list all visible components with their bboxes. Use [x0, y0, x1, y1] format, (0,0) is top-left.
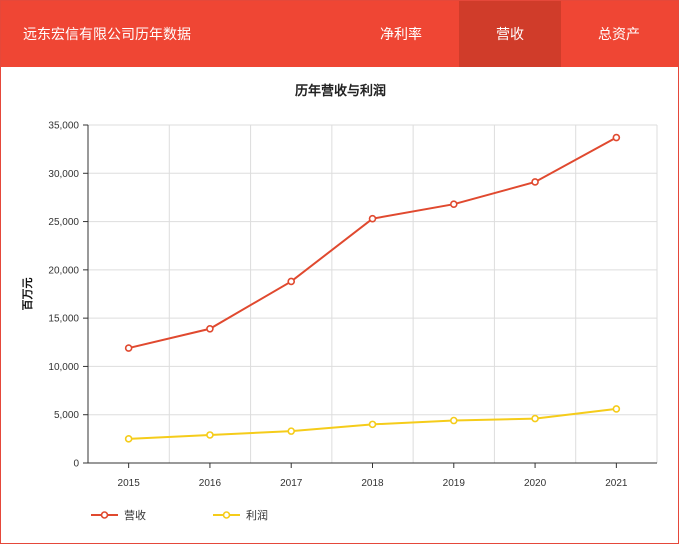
- y-tick-label: 20,000: [48, 265, 79, 276]
- legend: 营收 利润: [91, 508, 268, 522]
- data-point[interactable]: [531, 178, 539, 186]
- y-tick-label: 10,000: [48, 362, 79, 373]
- data-point[interactable]: [287, 427, 296, 435]
- x-tick-label: 2020: [524, 478, 547, 489]
- company-title: 远东宏信有限公司历年数据: [23, 26, 191, 42]
- x-tick-label: 2018: [361, 478, 384, 489]
- x-tick-label: 2016: [199, 478, 222, 489]
- tab-revenue[interactable]: 营收: [459, 1, 561, 67]
- data-point[interactable]: [206, 324, 214, 333]
- x-tick-label: 2021: [605, 478, 628, 489]
- grid-lines: [88, 124, 658, 463]
- data-point[interactable]: [368, 214, 377, 223]
- data-point[interactable]: [124, 435, 133, 443]
- header-bar: 远东宏信有限公司历年数据 净利率 营收 总资产: [1, 1, 678, 67]
- series-line-0: [128, 136, 617, 350]
- legend-label[interactable]: 利润: [246, 508, 268, 522]
- data-point[interactable]: [612, 405, 621, 413]
- data-point[interactable]: [449, 200, 458, 208]
- x-tick-label: 2017: [280, 478, 303, 489]
- y-tick-label: 0: [73, 459, 79, 470]
- y-tick-label: 30,000: [48, 169, 79, 180]
- x-tick-labels: 2015 2016 2017 2018 2019 2020 2021: [118, 463, 628, 489]
- y-tick-label: 35,000: [48, 121, 79, 132]
- data-point[interactable]: [531, 414, 539, 423]
- tab-total-assets[interactable]: 总资产: [598, 26, 640, 42]
- legend-swatch-marker: [100, 511, 109, 519]
- series-layer: [124, 133, 621, 443]
- y-tick-label: 5,000: [54, 410, 79, 421]
- data-point[interactable]: [612, 133, 621, 142]
- tab-net-margin[interactable]: 净利率: [380, 26, 422, 42]
- legend-label[interactable]: 营收: [124, 508, 146, 522]
- x-tick-label: 2015: [118, 478, 141, 489]
- legend-swatch-marker: [222, 511, 231, 519]
- y-axis-label: 百万元: [21, 278, 34, 311]
- data-point[interactable]: [287, 277, 296, 286]
- y-tick-label: 25,000: [48, 217, 79, 228]
- chart-title: 历年营收与利润: [294, 83, 386, 98]
- data-point[interactable]: [206, 431, 214, 439]
- y-tick-labels: 0 5,000 10,000 15,000 20,000 25,000 30,000 35,0…: [48, 121, 88, 470]
- x-tick-label: 2019: [443, 478, 466, 489]
- y-tick-label: 15,000: [48, 314, 79, 325]
- data-point[interactable]: [449, 416, 458, 425]
- axes: [87, 125, 657, 464]
- data-point[interactable]: [124, 344, 133, 352]
- data-point[interactable]: [368, 420, 377, 429]
